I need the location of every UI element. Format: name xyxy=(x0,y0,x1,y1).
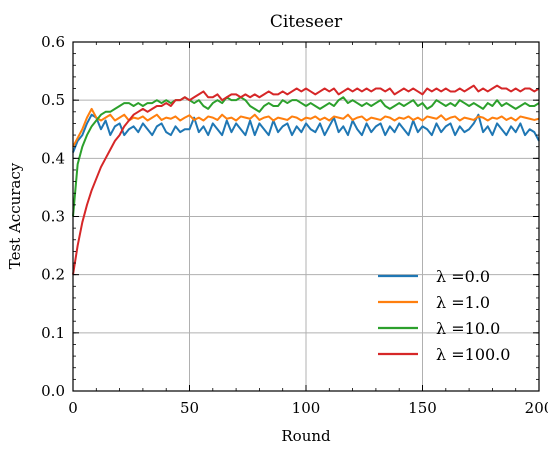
y-tick-label: 0.2 xyxy=(41,266,65,284)
x-tick-labels: 0 50 100 150 200 xyxy=(68,399,548,417)
y-axis-label: Test Accuracy xyxy=(6,162,24,269)
axis-ticks xyxy=(72,41,540,392)
y-tick-label: 0.4 xyxy=(41,149,65,167)
legend-label-0: λ =0.0 xyxy=(436,267,490,286)
series-lines xyxy=(72,84,540,275)
y-tick-label: 0.6 xyxy=(41,33,65,51)
chart-title: Citeseer xyxy=(270,12,343,32)
x-tick-label: 150 xyxy=(408,399,437,417)
y-tick-label: 0.5 xyxy=(41,91,65,109)
y-tick-label: 0.3 xyxy=(41,208,65,226)
y-tick-label: 0.1 xyxy=(41,324,65,342)
series-line-1 xyxy=(72,107,540,148)
x-tick-label: 200 xyxy=(525,399,548,417)
legend-label-2: λ =10.0 xyxy=(436,319,500,338)
x-tick-label: 0 xyxy=(68,399,78,417)
x-tick-label: 50 xyxy=(180,399,199,417)
legend-label-1: λ =1.0 xyxy=(436,293,490,312)
x-axis-label: Round xyxy=(281,427,331,445)
series-line-3 xyxy=(72,84,540,275)
y-tick-labels: 0.0 0.1 0.2 0.3 0.4 0.5 0.6 xyxy=(41,33,65,400)
series-line-2 xyxy=(72,96,540,217)
y-tick-label: 0.0 xyxy=(41,382,65,400)
legend-label-3: λ =100.0 xyxy=(436,345,510,364)
legend: λ =0.0 λ =1.0 λ =10.0 λ =100.0 xyxy=(378,267,510,364)
x-tick-label: 100 xyxy=(292,399,321,417)
series-line-0 xyxy=(72,113,540,153)
